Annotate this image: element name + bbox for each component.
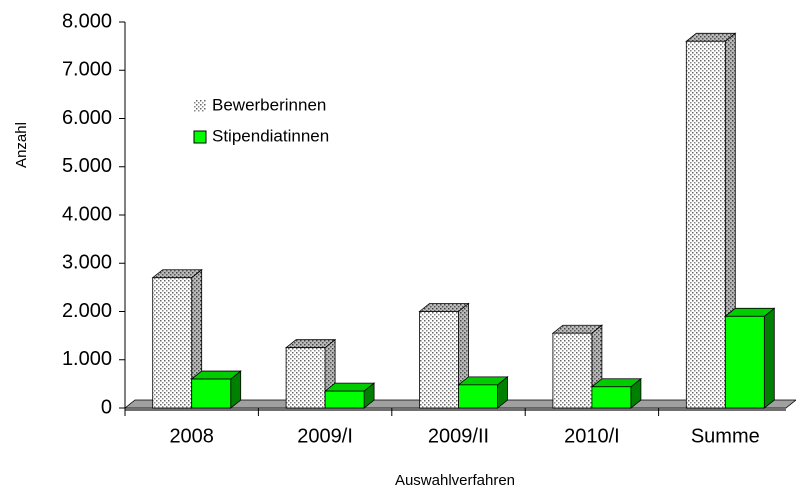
x-tick-label: 2009/II <box>428 425 489 447</box>
bar-side <box>763 307 775 409</box>
legend-label: Stipendiatinnen <box>212 126 329 145</box>
y-tick-label: 0 <box>101 396 112 418</box>
floor-edge <box>125 408 786 411</box>
bar <box>591 386 632 409</box>
x-tick-label: Summe <box>691 425 760 447</box>
y-tick-label: 8.000 <box>62 10 112 32</box>
x-tick-label: 2010/I <box>564 425 620 447</box>
bar <box>152 277 193 409</box>
y-tick-label: 1.000 <box>62 348 112 370</box>
bar <box>285 347 326 409</box>
bar <box>458 384 498 409</box>
y-tick-label: 2.000 <box>62 300 112 322</box>
y-tick-label: 7.000 <box>62 59 112 81</box>
y-tick-label: 4.000 <box>62 203 112 225</box>
bar <box>724 315 765 409</box>
bar <box>685 40 726 409</box>
x-tick-label: 2009/I <box>297 425 353 447</box>
bar <box>552 332 593 409</box>
x-axis-title: Auswahlverfahren <box>395 472 515 489</box>
y-tick-label: 3.000 <box>62 252 112 274</box>
legend-swatch <box>193 130 207 144</box>
bar <box>191 378 232 409</box>
y-axis-title: Anzahl <box>13 122 30 168</box>
bar <box>419 311 459 409</box>
y-tick-label: 5.000 <box>62 155 112 177</box>
x-tick-label: 2008 <box>169 425 214 447</box>
bar <box>324 390 365 409</box>
legend-label: Bewerberinnen <box>212 95 326 114</box>
legend-swatch <box>194 100 206 112</box>
y-tick-label: 6.000 <box>62 107 112 129</box>
